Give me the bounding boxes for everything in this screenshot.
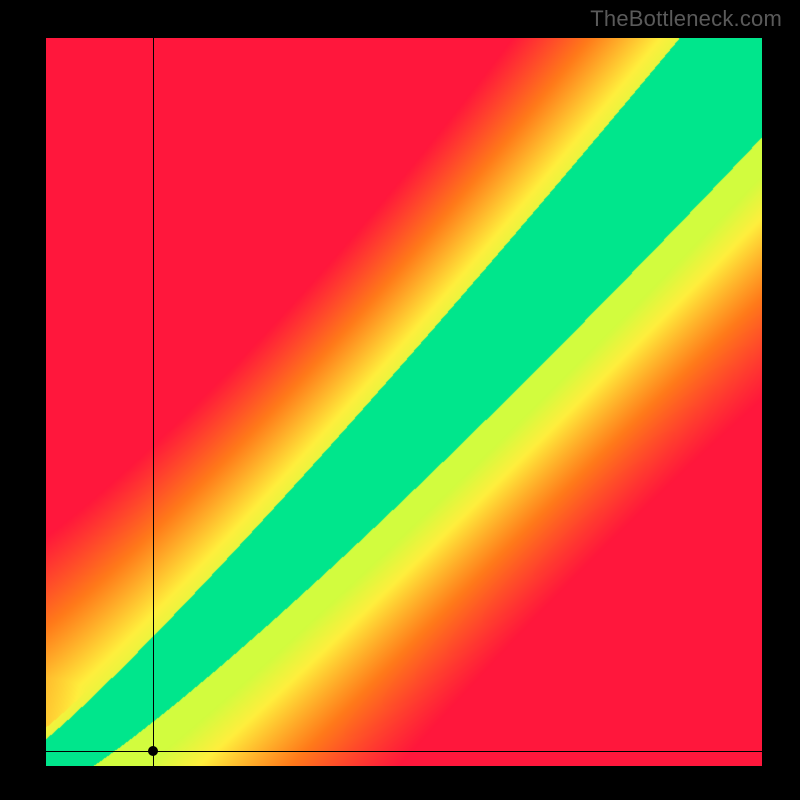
crosshair-marker xyxy=(148,746,158,756)
heatmap-plot xyxy=(46,38,762,766)
crosshair-vertical xyxy=(153,38,154,766)
watermark-text: TheBottleneck.com xyxy=(590,6,782,32)
